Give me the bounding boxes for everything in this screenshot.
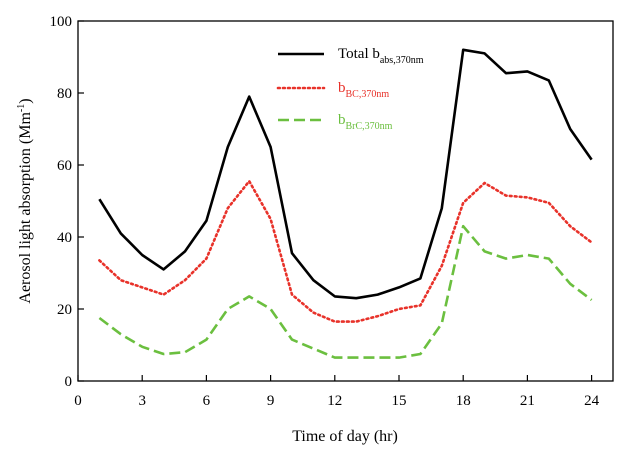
legend-label: bBrC,370nm bbox=[338, 112, 393, 132]
x-tick-label: 24 bbox=[584, 393, 600, 409]
series-lines bbox=[98, 48, 593, 359]
legend-label-main: Total b bbox=[338, 46, 380, 62]
x-axis-ticks: 0 3 6 9 12 15 18 21 24 bbox=[74, 375, 600, 409]
series-line-1 bbox=[98, 179, 593, 323]
legend-label-main: b bbox=[338, 80, 346, 96]
x-tick-label: 9 bbox=[267, 393, 275, 409]
x-tick-label: 18 bbox=[456, 393, 471, 409]
plot-frame bbox=[77, 20, 614, 382]
legend-label: Total babs,370nm bbox=[338, 46, 424, 66]
x-tick-label: 3 bbox=[138, 393, 146, 409]
y-axis-title-sup: -1 bbox=[16, 104, 27, 112]
x-tick-label: 0 bbox=[74, 393, 82, 409]
series-line-2 bbox=[98, 224, 593, 359]
y-axis-ticks: 0 20 40 60 80 100 bbox=[50, 14, 84, 390]
y-tick-label: 20 bbox=[57, 302, 72, 318]
x-tick-label: 21 bbox=[520, 393, 535, 409]
legend-label-sub: BrC,370nm bbox=[346, 121, 393, 132]
x-tick-label: 6 bbox=[203, 393, 211, 409]
y-tick-label: 100 bbox=[50, 14, 73, 30]
x-tick-label: 12 bbox=[327, 393, 342, 409]
y-tick-label: 60 bbox=[57, 158, 72, 174]
y-tick-label: 0 bbox=[65, 374, 73, 390]
legend-label-sub: abs,370nm bbox=[380, 55, 424, 66]
y-tick-label: 80 bbox=[57, 86, 72, 102]
legend-label-main: b bbox=[338, 112, 346, 128]
x-tick-label: 15 bbox=[392, 393, 407, 409]
legend-label: bBC,370nm bbox=[338, 80, 389, 100]
x-axis-title: Time of day (hr) bbox=[292, 428, 398, 445]
legend-label-sub: BC,370nm bbox=[346, 89, 390, 100]
y-axis-title-close: ) bbox=[17, 98, 34, 103]
y-axis-title: Aerosol light absorption (Mm-1) bbox=[16, 98, 34, 303]
y-axis-title-main: Aerosol light absorption (Mm bbox=[17, 112, 34, 304]
series-line-0 bbox=[98, 48, 593, 300]
y-tick-label: 40 bbox=[57, 230, 72, 246]
